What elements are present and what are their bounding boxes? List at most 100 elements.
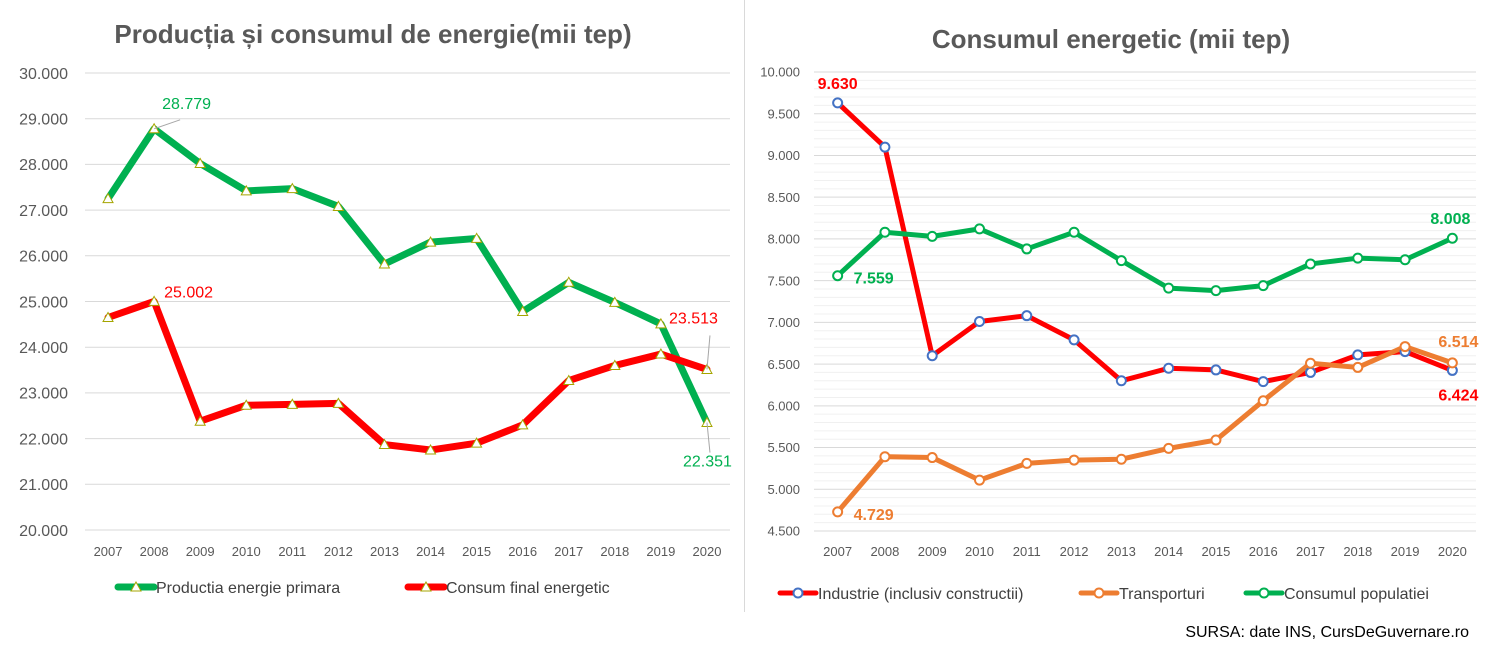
- data-point: [1305, 366, 1316, 378]
- x-tick-label: 2008: [140, 544, 169, 559]
- chart-title: Consumul energetic (mii tep): [932, 24, 1290, 54]
- y-tick-label: 27.000: [19, 203, 68, 220]
- y-tick-label: 8.500: [767, 190, 800, 205]
- y-tick-label: 20.000: [19, 523, 68, 540]
- data-point: [1115, 375, 1127, 387]
- legend-marker: [1258, 587, 1270, 599]
- data-point: [655, 317, 667, 329]
- legend-label: Transporturi: [1119, 586, 1205, 603]
- series-line-1: [104, 297, 711, 454]
- x-tick-label: 2016: [1249, 544, 1278, 559]
- x-tick-label: 2014: [416, 544, 445, 559]
- y-tick-label: 7.500: [767, 273, 800, 288]
- data-point: [194, 157, 207, 168]
- y-tick-label: 4.500: [767, 524, 800, 539]
- data-point: [879, 451, 891, 463]
- data-point: [608, 359, 621, 370]
- x-tick-label: 2015: [1201, 544, 1230, 559]
- x-tick-label: 2010: [232, 544, 261, 559]
- y-tick-label: 28.000: [19, 157, 68, 174]
- data-label: 4.729: [854, 507, 894, 524]
- data-point: [974, 316, 985, 328]
- data-point: [470, 232, 483, 243]
- data-point: [926, 452, 938, 464]
- data-point: [148, 295, 160, 306]
- data-label: 6.514: [1438, 334, 1478, 351]
- data-point: [1446, 232, 1458, 244]
- x-tick-label: 2011: [1013, 544, 1041, 559]
- legend-marker: [792, 587, 804, 599]
- chart-panel-consumption: Consumul energetic (mii tep) 4.500 5.000 5.…: [746, 0, 1498, 612]
- data-point: [1257, 280, 1269, 292]
- data-point: [832, 97, 844, 109]
- series-line-2: [835, 226, 1455, 294]
- data-label: 7.559: [854, 271, 894, 288]
- y-tick-label: 24.000: [19, 340, 68, 357]
- data-label: 22.351: [683, 454, 732, 471]
- x-tick-label: 2020: [693, 544, 722, 559]
- data-point: [1163, 362, 1175, 374]
- data-point: [926, 230, 938, 242]
- data-point: [1257, 395, 1269, 407]
- series-line-0: [104, 125, 711, 427]
- legend-label: Productia energie primara: [156, 580, 340, 597]
- data-point: [1068, 334, 1080, 346]
- data-point: [1163, 442, 1175, 454]
- data-point: [378, 438, 391, 450]
- x-tick-label: 2018: [600, 544, 629, 559]
- data-point: [1352, 252, 1364, 264]
- data-point: [1305, 357, 1316, 369]
- chart-title: Producția și consumul de energie(mii tep…: [114, 19, 631, 49]
- x-tick-label: 2017: [1296, 544, 1325, 559]
- data-point: [1352, 349, 1364, 361]
- x-tick-label: 2011: [278, 544, 306, 559]
- data-point: [286, 398, 299, 409]
- data-point: [1163, 282, 1175, 294]
- legend-label: Consumul populatiei: [1284, 586, 1429, 603]
- data-point: [1021, 243, 1033, 255]
- data-point: [974, 474, 985, 486]
- y-tick-label: 8.000: [767, 232, 800, 247]
- data-point: [1210, 434, 1222, 446]
- y-tick-label: 23.000: [19, 386, 68, 403]
- x-tick-label: 2007: [94, 544, 123, 559]
- data-point: [1068, 454, 1080, 466]
- y-tick-label: 9.000: [767, 148, 800, 163]
- x-tick-label: 2020: [1438, 544, 1467, 559]
- data-point: [424, 236, 437, 247]
- y-tick-label: 21.000: [19, 477, 68, 494]
- series-line-0: [835, 100, 1455, 385]
- source-caption: SURSA: date INS, CursDeGuvernare.ro: [1185, 624, 1469, 641]
- data-point: [102, 192, 114, 204]
- data-label: 28.779: [162, 96, 211, 113]
- legend-label: Industrie (inclusiv constructii): [818, 586, 1023, 603]
- data-point: [1399, 254, 1411, 266]
- x-tick-label: 2013: [370, 544, 399, 559]
- data-point: [974, 223, 985, 235]
- data-point: [562, 276, 575, 287]
- data-label: 23.513: [669, 310, 718, 327]
- data-point: [332, 397, 345, 408]
- data-point: [1115, 453, 1127, 465]
- series-line-1: [835, 344, 1455, 515]
- x-tick-label: 2013: [1107, 544, 1136, 559]
- y-tick-label: 10.000: [760, 65, 800, 80]
- data-point: [332, 200, 345, 211]
- legend-marker: [420, 580, 432, 592]
- data-label: 9.630: [818, 76, 858, 93]
- data-label: 6.424: [1438, 387, 1478, 404]
- x-tick-label: 2012: [1060, 544, 1089, 559]
- data-point: [516, 305, 529, 317]
- data-point: [608, 296, 621, 307]
- x-tick-label: 2009: [918, 544, 947, 559]
- x-tick-label: 2017: [554, 544, 583, 559]
- data-point: [1021, 310, 1033, 322]
- data-point: [1352, 361, 1364, 373]
- y-tick-label: 6.000: [767, 398, 800, 413]
- data-point: [832, 506, 844, 518]
- data-point: [926, 350, 938, 362]
- data-point: [1305, 258, 1316, 270]
- data-point: [378, 257, 391, 269]
- data-point: [879, 141, 891, 153]
- data-point: [194, 415, 207, 426]
